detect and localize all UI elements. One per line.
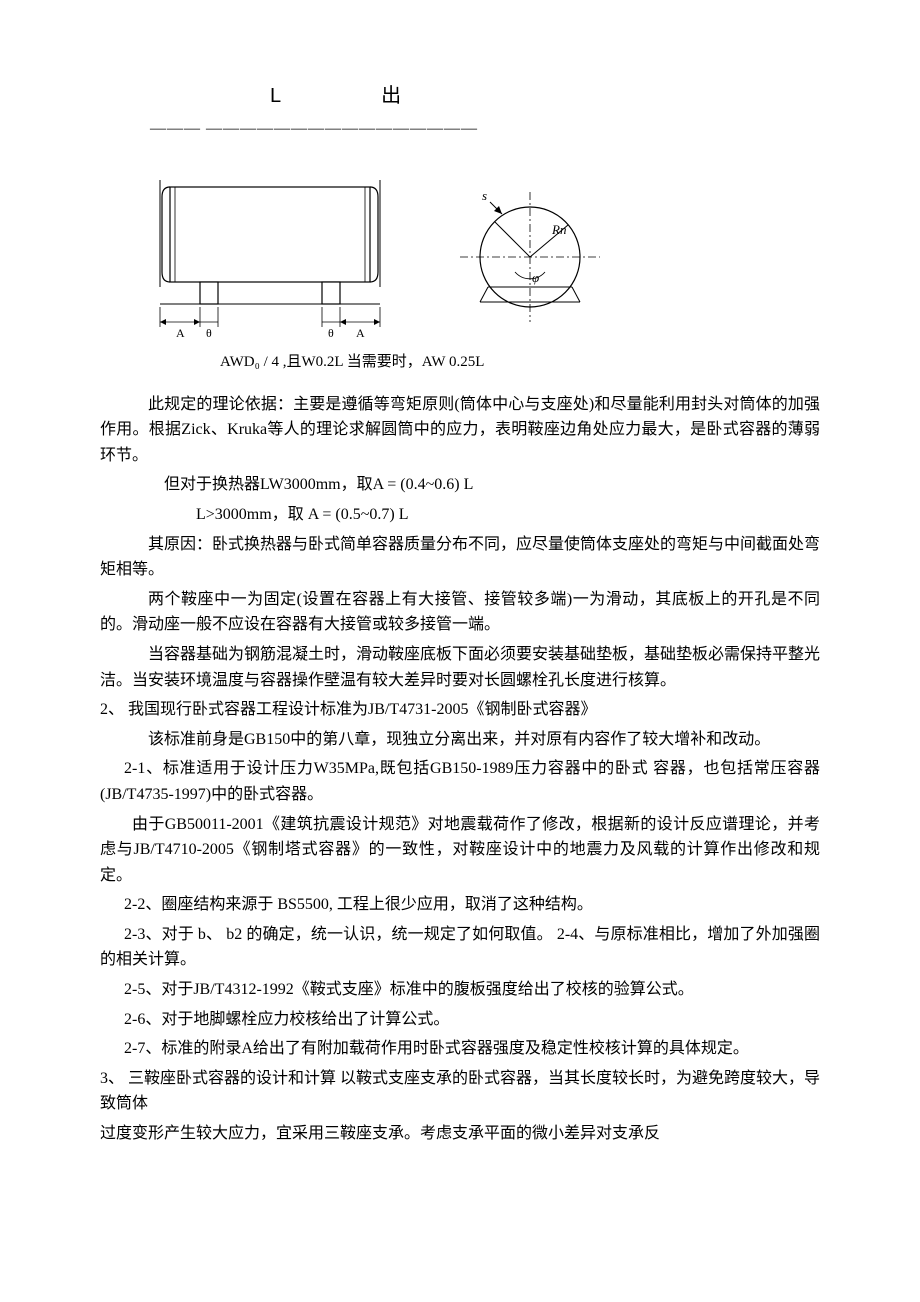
paragraph-4: 其原因：卧式换热器与卧式简单容器质量分布不同，应尽量使筒体支座处的弯矩与中间截面…	[100, 532, 820, 583]
paragraph-13: 2-5、对于JB/T4312-1992《鞍式支座》标准中的腹板强度给出了校核的验…	[100, 977, 820, 1003]
label-A-right: A	[356, 326, 365, 340]
paragraph-17: 过度变形产生较大应力，宜采用三鞍座支承。考虑支承平面的微小差异对支承反	[100, 1121, 820, 1147]
paragraph-5: 两个鞍座中一为固定(设置在容器上有大接管、接管较多端)一为滑动，其底板上的开孔是…	[100, 587, 820, 638]
paragraph-15: 2-7、标准的附录A给出了有附加载荷作用时卧式容器强度及稳定性校核计算的具体规定…	[100, 1036, 820, 1062]
label-s: s	[482, 188, 487, 203]
paragraph-10: 由于GB50011-2001《建筑抗震设计规范》对地震载荷作了修改，根据新的设计…	[100, 812, 820, 889]
paragraph-12: 2-3、对于 b、 b2 的确定，统一认识，统一规定了如何取值。 2-4、与原标…	[100, 922, 820, 973]
header-L: L	[270, 80, 281, 112]
vessel-diagram: A θ θ A	[140, 172, 400, 342]
header-underline: ——— ————————————————	[150, 116, 820, 142]
circle-diagram: s Rn φ	[440, 182, 620, 332]
label-A-left: A	[176, 326, 185, 340]
paragraph-6: 当容器基础为钢筋混凝土时，滑动鞍座底板下面必须要安装基础垫板，基础垫板必需保持平…	[100, 642, 820, 693]
label-theta-left: θ	[206, 326, 212, 340]
paragraph-8: 该标准前身是GB150中的第八章，现独立分离出来，并对原有内容作了较大增补和改动…	[100, 727, 820, 753]
header-chu: 出	[381, 80, 401, 112]
paragraph-3: L>3000mm，取 A = (0.5~0.7) L	[100, 502, 820, 528]
paragraph-1: 此规定的理论依据：主要是遵循等弯矩原则(筒体中心与支座处)和尽量能利用封头对筒体…	[100, 392, 820, 469]
paragraph-2: 但对于换热器LW3000mm，取A = (0.4~0.6) L	[100, 472, 820, 498]
paragraph-7: 2、 我国现行卧式容器工程设计标准为JB/T4731-2005《钢制卧式容器》	[100, 697, 820, 723]
label-Rn: Rn	[551, 222, 566, 237]
diagram-caption: AWD₀ / 4 ,且W0.2L 当需要时，AW 0.25L	[220, 350, 820, 374]
paragraph-14: 2-6、对于地脚螺栓应力校核给出了计算公式。	[100, 1007, 820, 1033]
diagram-row: A θ θ A s Rn φ	[140, 172, 820, 342]
paragraph-16: 3、 三鞍座卧式容器的设计和计算 以鞍式支座支承的卧式容器，当其长度较长时，为避…	[100, 1066, 820, 1117]
label-theta-right: θ	[328, 326, 334, 340]
paragraph-9: 2-1、标准适用于设计压力W35MPa,既包括GB150-1989压力容器中的卧…	[100, 756, 820, 807]
paragraph-11: 2-2、圈座结构来源于 BS5500, 工程上很少应用，取消了这种结构。	[100, 892, 820, 918]
label-phi: φ	[532, 270, 539, 285]
